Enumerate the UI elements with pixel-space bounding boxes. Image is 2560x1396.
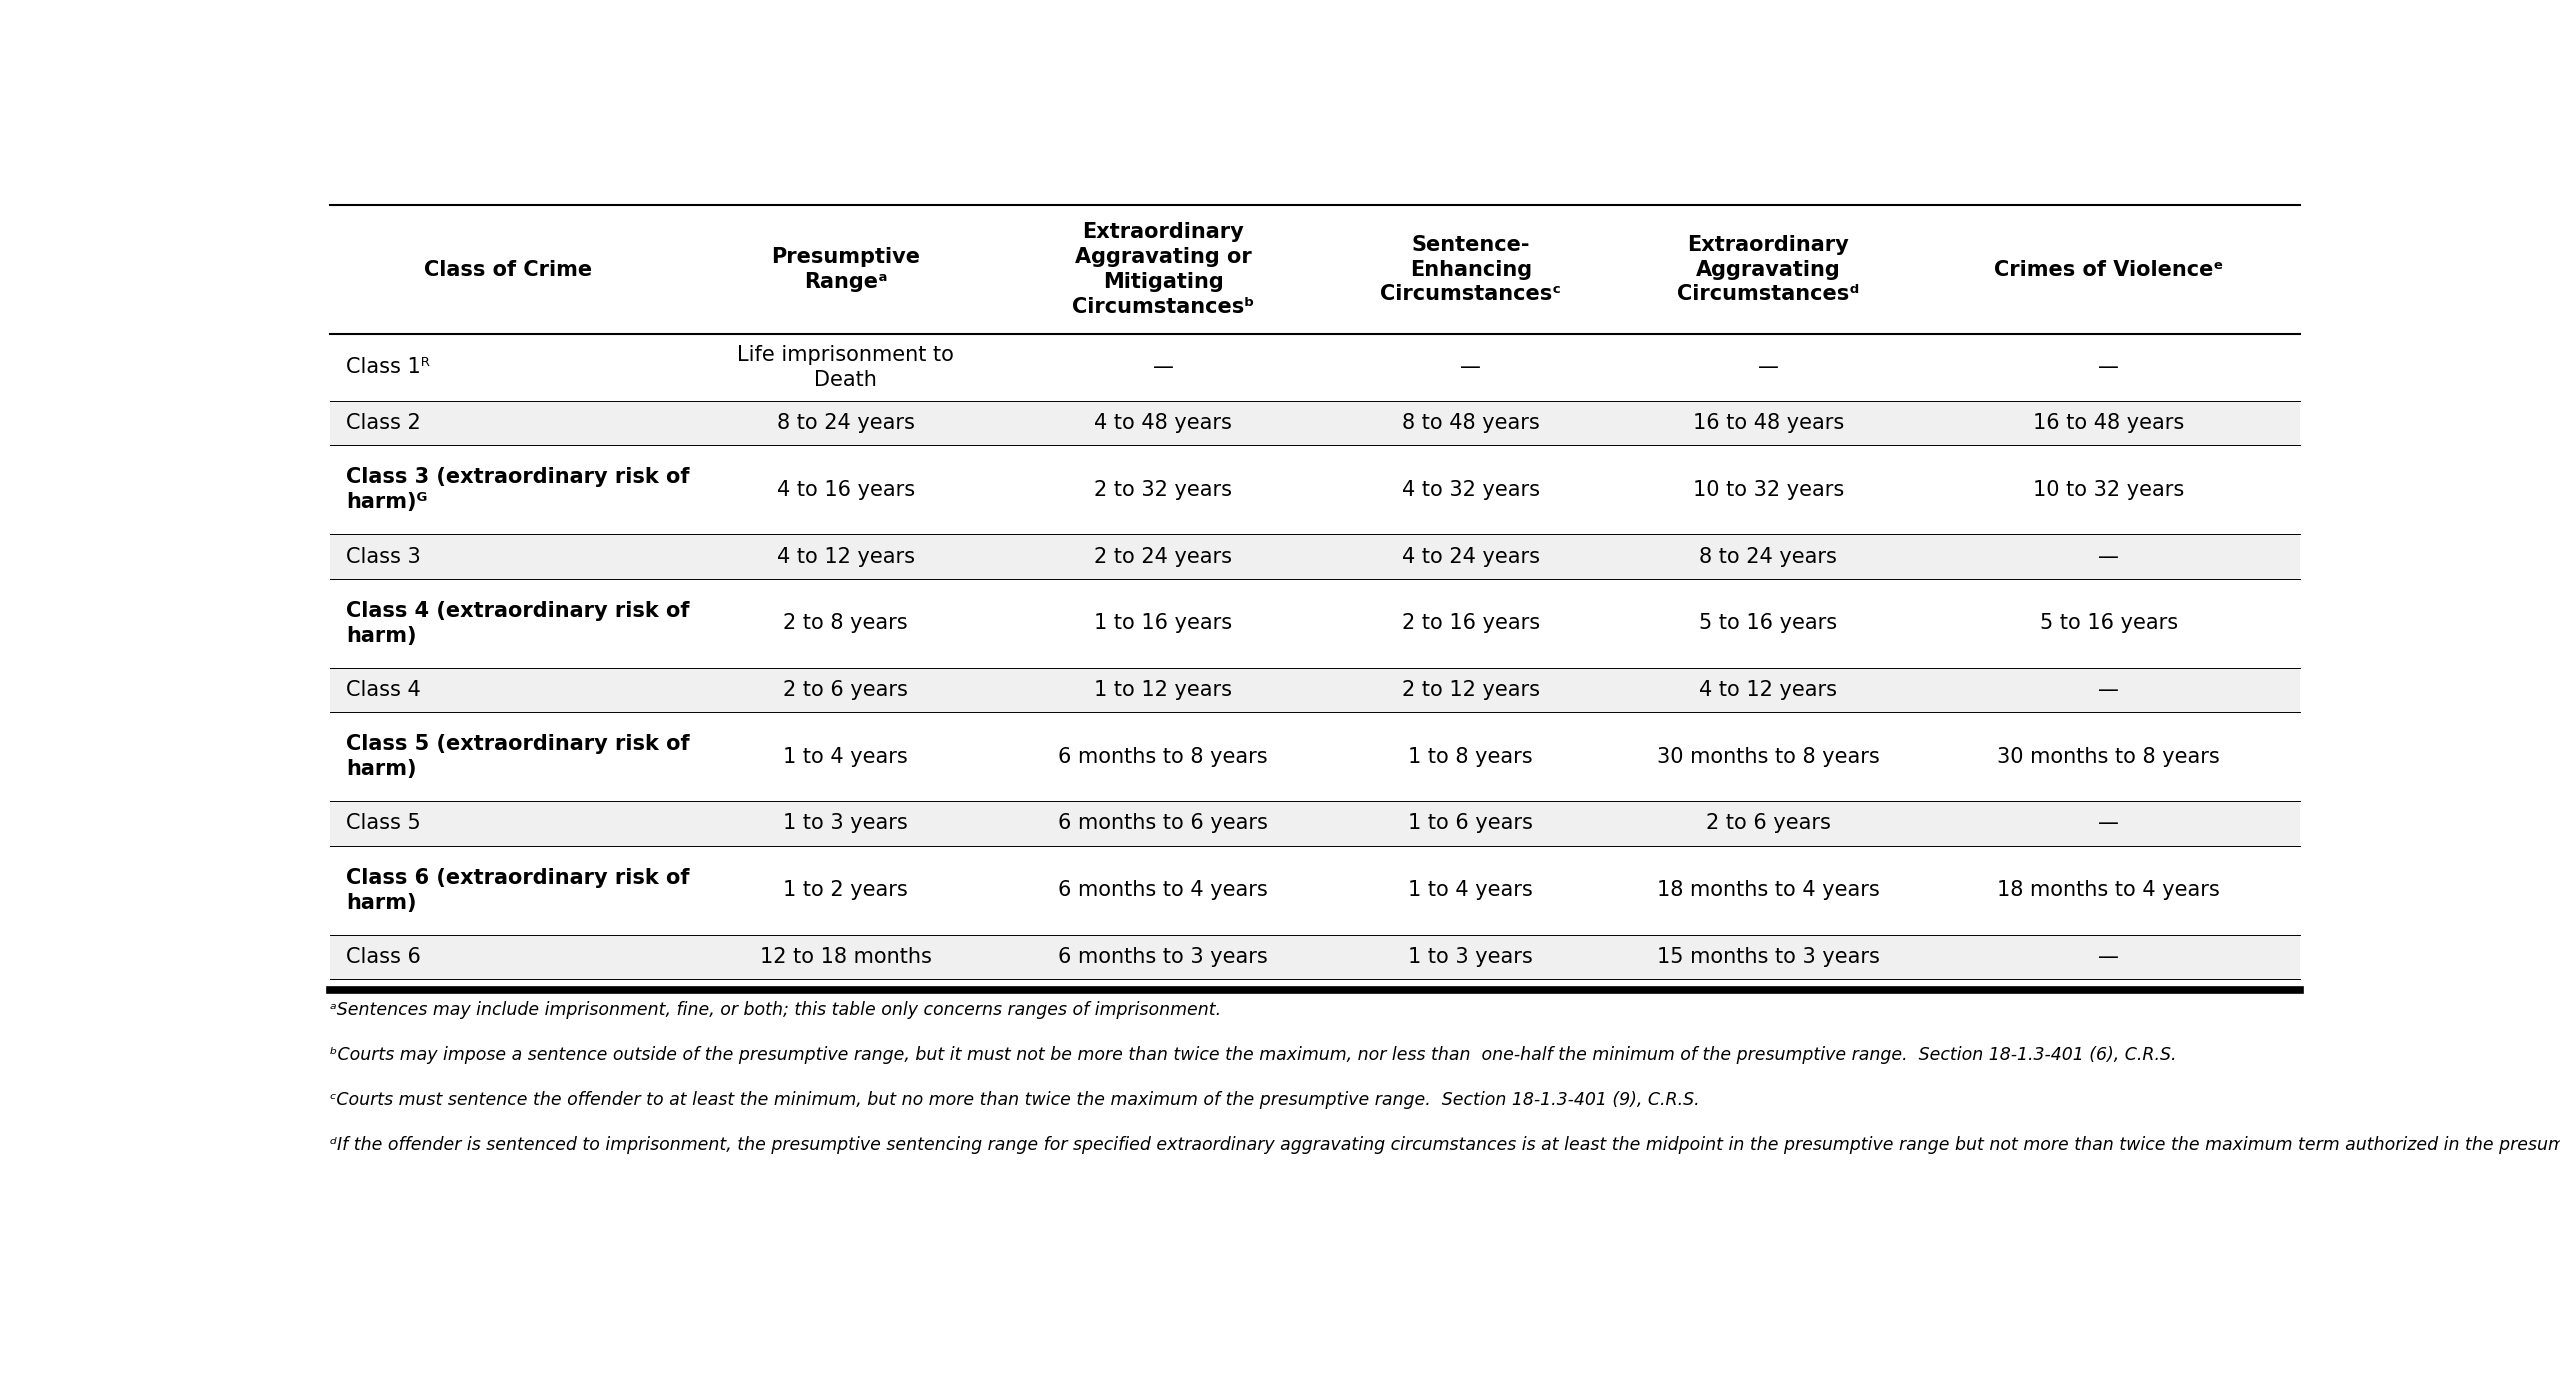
Text: 18 months to 4 years: 18 months to 4 years [1997,879,2220,900]
Text: 2 to 6 years: 2 to 6 years [783,680,909,699]
Text: ᵇCourts may impose a sentence outside of the presumptive range, but it must not : ᵇCourts may impose a sentence outside of… [330,1046,2176,1064]
Text: Crimes of Violenceᵉ: Crimes of Violenceᵉ [1994,260,2222,279]
Text: —: — [2099,546,2120,567]
Text: Class 3: Class 3 [346,546,420,567]
Text: 16 to 48 years: 16 to 48 years [2033,413,2184,433]
Text: 2 to 16 years: 2 to 16 years [1403,613,1539,634]
Text: 2 to 8 years: 2 to 8 years [783,613,909,634]
Text: 1 to 16 years: 1 to 16 years [1093,613,1231,634]
Text: Class 5 (extraordinary risk of
harm): Class 5 (extraordinary risk of harm) [346,734,689,779]
Text: Class 6 (extraordinary risk of
harm): Class 6 (extraordinary risk of harm) [346,868,689,913]
Text: 6 months to 8 years: 6 months to 8 years [1057,747,1267,766]
Text: 4 to 32 years: 4 to 32 years [1403,480,1539,500]
Text: Extraordinary
Aggravating or
Mitigating
Circumstancesᵇ: Extraordinary Aggravating or Mitigating … [1073,222,1254,317]
Text: 30 months to 8 years: 30 months to 8 years [1997,747,2220,766]
Text: —: — [2099,680,2120,699]
Text: Class 2: Class 2 [346,413,420,433]
Text: 4 to 12 years: 4 to 12 years [1700,680,1838,699]
Text: 1 to 4 years: 1 to 4 years [783,747,909,766]
Bar [330,934,2299,979]
Text: —: — [2099,946,2120,967]
Text: 16 to 48 years: 16 to 48 years [1692,413,1843,433]
Text: ᶜCourts must sentence the offender to at least the minimum, but no more than twi: ᶜCourts must sentence the offender to at… [330,1090,1700,1108]
Text: Sentence-
Enhancing
Circumstancesᶜ: Sentence- Enhancing Circumstancesᶜ [1380,235,1562,304]
Text: Life imprisonment to
Death: Life imprisonment to Death [737,345,955,389]
Text: Extraordinary
Aggravating
Circumstancesᵈ: Extraordinary Aggravating Circumstancesᵈ [1677,235,1859,304]
Text: 10 to 32 years: 10 to 32 years [1692,480,1843,500]
Text: 4 to 12 years: 4 to 12 years [776,546,914,567]
Bar [330,401,2299,445]
Text: 1 to 12 years: 1 to 12 years [1093,680,1231,699]
Text: Class of Crime: Class of Crime [425,260,591,279]
Text: —: — [1152,357,1172,377]
Text: —: — [2099,357,2120,377]
Text: 1 to 2 years: 1 to 2 years [783,879,909,900]
Text: Class 4: Class 4 [346,680,420,699]
Text: 12 to 18 months: 12 to 18 months [760,946,932,967]
Text: Class 1ᴿ: Class 1ᴿ [346,357,430,377]
Text: 10 to 32 years: 10 to 32 years [2033,480,2184,500]
Bar [330,667,2299,712]
Text: 30 months to 8 years: 30 months to 8 years [1656,747,1879,766]
Text: Class 4 (extraordinary risk of
harm): Class 4 (extraordinary risk of harm) [346,600,689,645]
Text: 15 months to 3 years: 15 months to 3 years [1656,946,1879,967]
Text: 4 to 24 years: 4 to 24 years [1403,546,1539,567]
Text: 1 to 3 years: 1 to 3 years [1408,946,1533,967]
Text: 1 to 6 years: 1 to 6 years [1408,814,1533,833]
Text: 5 to 16 years: 5 to 16 years [1700,613,1838,634]
Text: Class 5: Class 5 [346,814,420,833]
Text: 2 to 12 years: 2 to 12 years [1403,680,1539,699]
Text: 8 to 24 years: 8 to 24 years [776,413,914,433]
Text: 6 months to 4 years: 6 months to 4 years [1057,879,1267,900]
Text: 6 months to 6 years: 6 months to 6 years [1057,814,1267,833]
Text: Presumptive
Rangeᵃ: Presumptive Rangeᵃ [771,247,919,292]
Text: 2 to 32 years: 2 to 32 years [1093,480,1231,500]
Text: 5 to 16 years: 5 to 16 years [2040,613,2179,634]
Text: 1 to 8 years: 1 to 8 years [1408,747,1533,766]
Text: —: — [2099,814,2120,833]
Text: 4 to 48 years: 4 to 48 years [1093,413,1231,433]
Bar [330,535,2299,579]
Text: —: — [1759,357,1779,377]
Text: 4 to 16 years: 4 to 16 years [776,480,914,500]
Text: 2 to 6 years: 2 to 6 years [1705,814,1830,833]
Text: 18 months to 4 years: 18 months to 4 years [1656,879,1879,900]
Text: Class 3 (extraordinary risk of
harm)ᴳ: Class 3 (extraordinary risk of harm)ᴳ [346,468,689,512]
Text: ᵃSentences may include imprisonment, fine, or both; this table only concerns ran: ᵃSentences may include imprisonment, fin… [330,1001,1221,1019]
Text: 8 to 24 years: 8 to 24 years [1700,546,1838,567]
Text: 1 to 4 years: 1 to 4 years [1408,879,1533,900]
Text: 8 to 48 years: 8 to 48 years [1403,413,1539,433]
Bar [330,801,2299,846]
Text: —: — [1459,357,1482,377]
Text: Class 6: Class 6 [346,946,420,967]
Text: 1 to 3 years: 1 to 3 years [783,814,909,833]
Text: 2 to 24 years: 2 to 24 years [1093,546,1231,567]
Text: ᵈIf the offender is sentenced to imprisonment, the presumptive sentencing range : ᵈIf the offender is sentenced to impriso… [330,1136,2560,1154]
Text: 6 months to 3 years: 6 months to 3 years [1057,946,1267,967]
